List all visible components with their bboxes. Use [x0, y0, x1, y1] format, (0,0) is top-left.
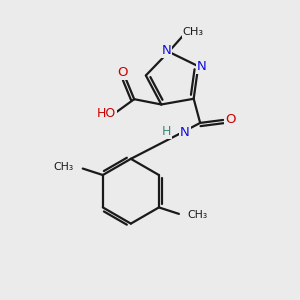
Text: H: H: [162, 125, 171, 138]
Text: N: N: [161, 44, 171, 57]
Text: HO: HO: [97, 107, 116, 120]
Text: CH₃: CH₃: [183, 27, 204, 37]
Text: N: N: [180, 126, 190, 140]
Text: O: O: [225, 113, 236, 127]
Text: O: O: [117, 66, 128, 79]
Text: CH₃: CH₃: [188, 210, 208, 220]
Text: N: N: [197, 60, 207, 73]
Text: CH₃: CH₃: [54, 162, 74, 172]
